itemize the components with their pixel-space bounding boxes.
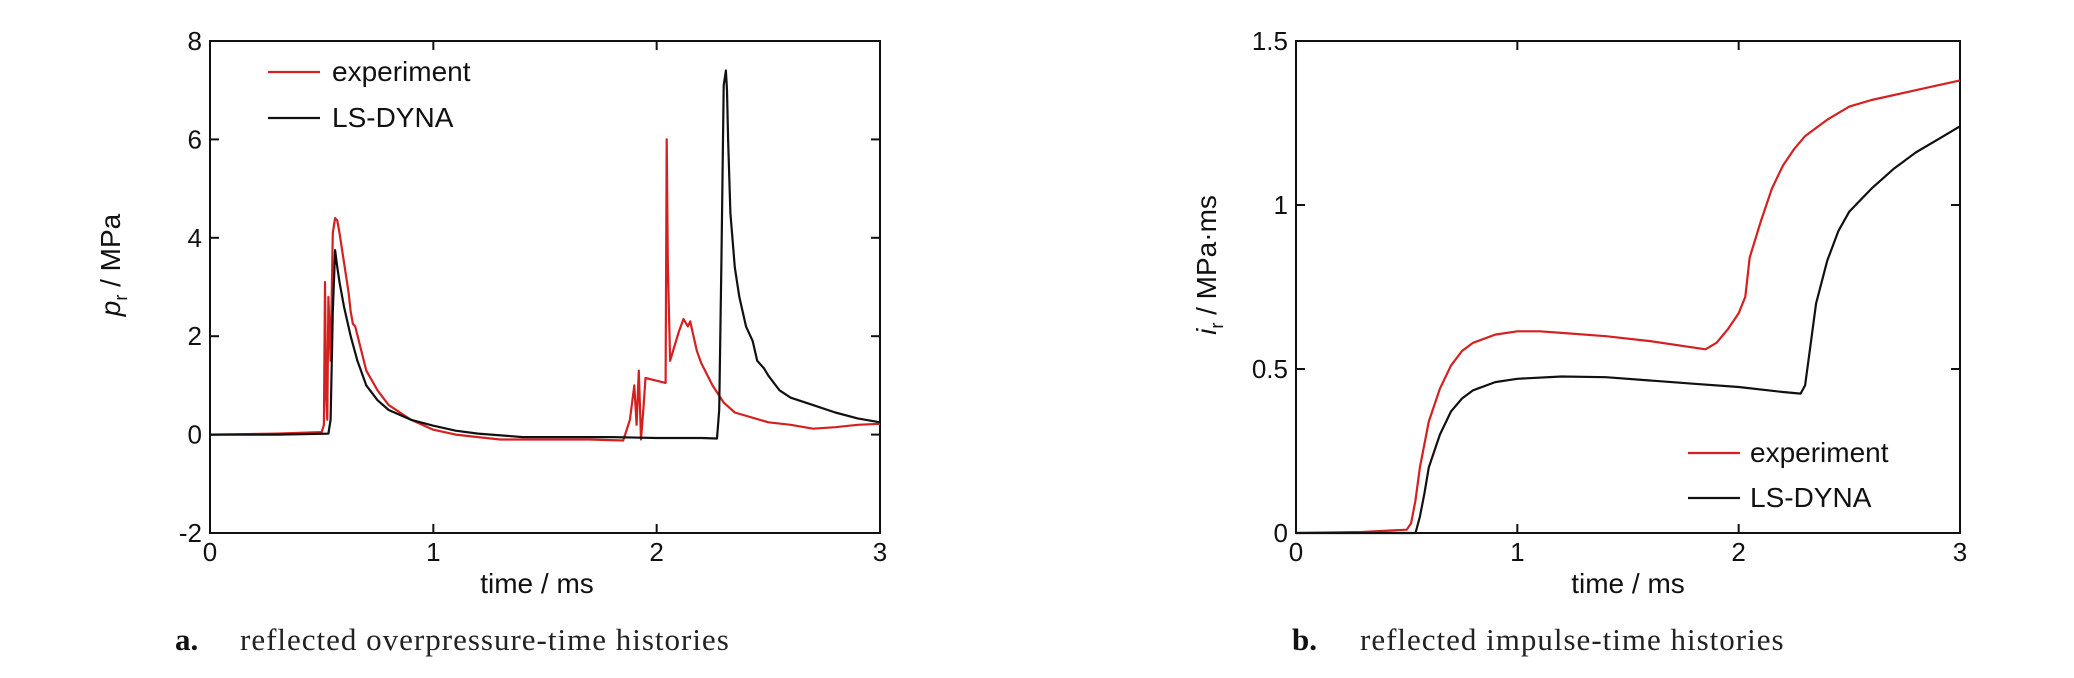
y-tick-label-a-0: -2 — [179, 518, 202, 548]
chart-b: 0 1 2 3 0 0.5 1 1.5 experiment LS-DYNA time / m… — [1191, 26, 1967, 657]
y-tick-label-a-1: 0 — [188, 420, 202, 450]
x-tick-label-a-2: 2 — [649, 537, 663, 567]
y-tick-label-a-4: 6 — [188, 124, 202, 154]
caption-letter-b: b. — [1292, 622, 1317, 657]
series-line-b-ls-dyna — [1296, 125, 1961, 535]
y-axis-symbol-a: p — [95, 301, 126, 318]
y-axis-unit-a: / MPa — [95, 213, 126, 294]
legend-label-ls-dyna: LS-DYNA — [332, 102, 454, 133]
x-tick-label-a-0: 0 — [203, 537, 217, 567]
series-line-b-experiment — [1295, 79, 1961, 535]
legend-label-experiment: experiment — [1750, 437, 1889, 468]
legend-label-experiment: experiment — [332, 56, 471, 87]
x-axis-label-a: time / ms — [480, 568, 594, 599]
caption-b: reflected impulse-time histories — [1360, 622, 1785, 657]
x-axis-label-b: time / ms — [1571, 568, 1685, 599]
y-tick-label-b-1: 0.5 — [1252, 354, 1288, 384]
y-tick-label-b-2: 1 — [1274, 190, 1288, 220]
y-axis-label-b: ir / MPa·ms — [1191, 195, 1227, 335]
x-tick-label-b-1: 1 — [1510, 537, 1524, 567]
series-line-a-experiment — [209, 138, 881, 442]
legend-label-ls-dyna: LS-DYNA — [1750, 482, 1872, 513]
y-axis-label-a: pr / MPa — [95, 213, 131, 317]
legend-a: experiment LS-DYNA — [268, 56, 471, 133]
x-tick-label-a-1: 1 — [426, 537, 440, 567]
plot-frame-b — [1295, 40, 1961, 534]
series-lines-a — [209, 69, 881, 442]
y-axis-unit-b: / MPa·ms — [1191, 195, 1222, 323]
x-tick-label-b-0: 0 — [1289, 537, 1303, 567]
x-tick-label-b-2: 2 — [1731, 537, 1745, 567]
legend-b: experiment LS-DYNA — [1688, 437, 1889, 513]
x-tick-label-a-3: 3 — [873, 537, 887, 567]
x-tick-label-b-3: 3 — [1953, 537, 1967, 567]
y-axis-subscript-b: r — [1207, 323, 1227, 329]
y-tick-label-b-3: 1.5 — [1252, 26, 1288, 56]
y-tick-label-a-2: 2 — [188, 321, 202, 351]
caption-letter-a: a. — [175, 622, 198, 657]
series-line-a-ls-dyna — [210, 69, 881, 440]
y-axis-symbol-b: i — [1191, 328, 1222, 335]
axis-ticks-b: 0 1 2 3 0 0.5 1 1.5 — [1252, 26, 1967, 567]
plot-frame-a — [209, 40, 881, 534]
y-tick-label-a-5: 8 — [188, 26, 202, 56]
y-tick-label-a-3: 4 — [188, 223, 202, 253]
caption-a: reflected overpressure-time histories — [240, 622, 730, 657]
series-lines-b — [1295, 79, 1961, 535]
y-tick-label-b-0: 0 — [1274, 518, 1288, 548]
y-axis-subscript-a: r — [111, 295, 131, 301]
